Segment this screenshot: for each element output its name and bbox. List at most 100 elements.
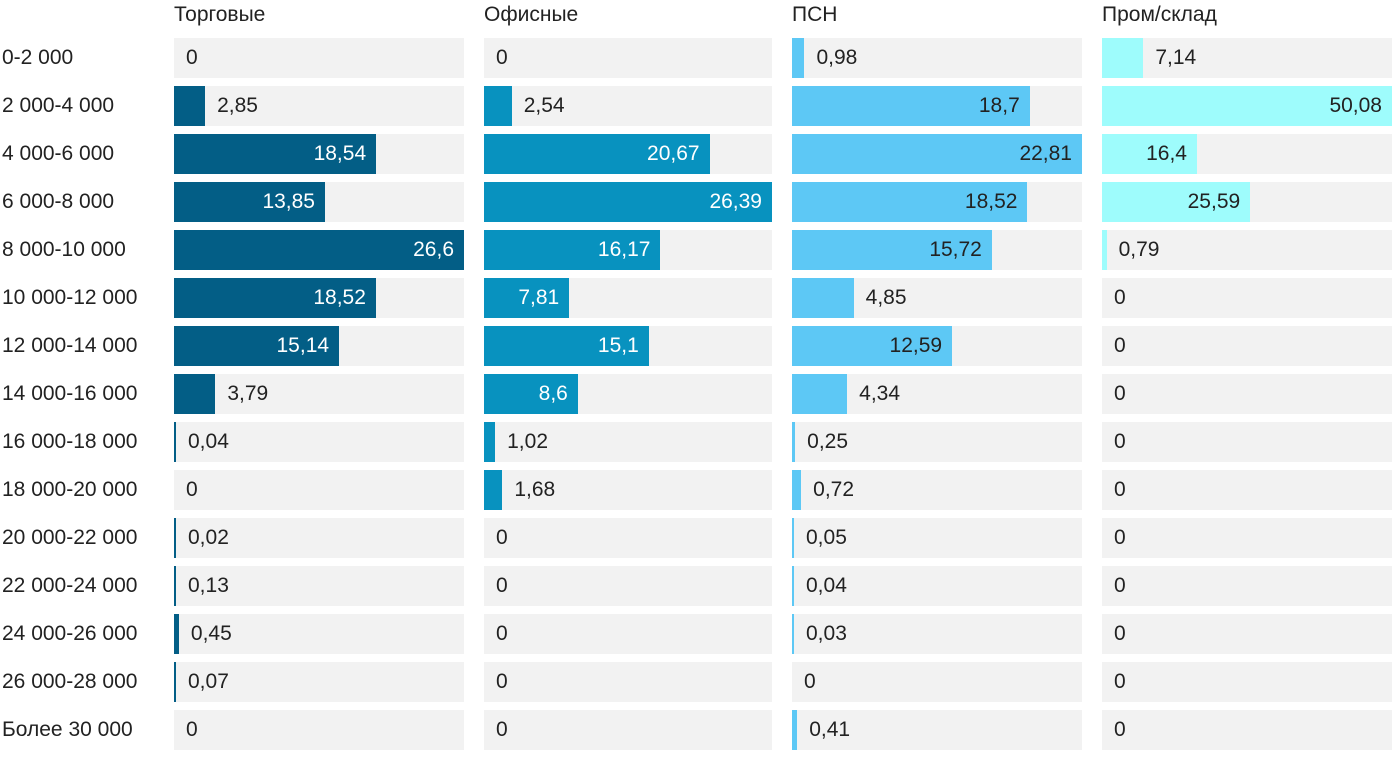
bar — [484, 422, 496, 462]
bar — [484, 230, 661, 270]
bar-track: 3,79 — [174, 374, 464, 414]
bar-track: 20,67 — [484, 134, 772, 174]
bar-track: 0 — [484, 38, 772, 78]
bar — [484, 374, 578, 414]
bar-track: 0 — [1102, 470, 1392, 510]
bar — [174, 374, 216, 414]
bar-value: 0,13 — [188, 574, 229, 597]
bar — [1102, 38, 1144, 78]
bar-track: 0,07 — [174, 662, 464, 702]
bar — [1102, 134, 1197, 174]
bar — [174, 326, 340, 366]
row-label: 14 000-16 000 — [2, 382, 138, 405]
bar-value: 0 — [1114, 478, 1126, 501]
bar-track: 0 — [1102, 422, 1392, 462]
row-label: 12 000-14 000 — [2, 334, 138, 357]
bar — [174, 614, 179, 654]
bar — [484, 278, 570, 318]
bar-track: 0,05 — [792, 518, 1082, 558]
bar-value: 0 — [1114, 334, 1126, 357]
bar — [484, 182, 772, 222]
row-label: 24 000-26 000 — [2, 622, 138, 645]
bar-track: 1,02 — [484, 422, 772, 462]
bar-value: 0 — [186, 478, 198, 501]
bar-value: 0 — [186, 46, 198, 69]
bar-track: 4,85 — [792, 278, 1082, 318]
bar-track: 0,13 — [174, 566, 464, 606]
bar-track: 1,68 — [484, 470, 772, 510]
bar-value: 2,54 — [523, 94, 565, 117]
bar — [484, 86, 512, 126]
bar — [792, 326, 953, 366]
bar-value: 26,6 — [413, 238, 454, 261]
bar-value: 0,25 — [807, 430, 849, 453]
bar-track: 0,02 — [174, 518, 464, 558]
bar-value: 0,98 — [816, 46, 858, 69]
bar-value: 50,08 — [1329, 94, 1382, 117]
row-label: 18 000-20 000 — [2, 478, 138, 501]
bar-track: 0,04 — [792, 566, 1082, 606]
bar-track: 0,98 — [792, 38, 1082, 78]
bar-track: 0 — [1102, 518, 1392, 558]
bar — [174, 662, 176, 702]
bar-value: 26,39 — [709, 190, 762, 213]
bar-value: 0 — [496, 526, 508, 549]
bar — [174, 134, 377, 174]
bar — [174, 422, 176, 462]
bar-track: 0 — [1102, 710, 1392, 750]
bar-value: 0 — [804, 670, 816, 693]
bar-track: 0 — [1102, 614, 1392, 654]
bar — [174, 230, 464, 270]
bar-track: 13,85 — [174, 182, 464, 222]
bar-track: 0 — [484, 710, 772, 750]
bar — [792, 278, 854, 318]
bar-value: 0 — [1114, 286, 1126, 309]
bar-track: 8,6 — [484, 374, 772, 414]
bar-value: 0,41 — [809, 718, 851, 741]
bar-value: 1,68 — [514, 478, 556, 501]
row-label: Более 30 000 — [2, 718, 133, 741]
bar — [792, 182, 1028, 222]
row-label: 10 000-12 000 — [2, 286, 138, 309]
bar-track: 0,25 — [792, 422, 1082, 462]
bar — [792, 38, 805, 78]
bar-track: 18,54 — [174, 134, 464, 174]
bar — [792, 230, 992, 270]
panel-header: Торговые — [174, 3, 266, 26]
bar-value: 0,45 — [190, 622, 232, 645]
bar-value: 15,1 — [597, 334, 639, 357]
bar-track: 0 — [1102, 374, 1392, 414]
bar-track: 0 — [484, 518, 772, 558]
bar-track: 15,72 — [792, 230, 1082, 270]
bar — [484, 470, 503, 510]
bar-track: 4,34 — [792, 374, 1082, 414]
bar-value: 16,17 — [597, 238, 651, 261]
bar-value: 0 — [496, 622, 508, 645]
row-label: 26 000-28 000 — [2, 670, 138, 693]
bar-value: 0 — [186, 718, 198, 741]
row-label: 2 000-4 000 — [2, 94, 115, 117]
bar-track: 2,54 — [484, 86, 772, 126]
bar-value: 0,72 — [813, 478, 855, 501]
bar-track: 18,52 — [792, 182, 1082, 222]
bar-value: 18,52 — [313, 286, 366, 309]
bar-track: 0,79 — [1102, 230, 1392, 270]
bar-value: 4,85 — [865, 286, 907, 309]
bar-track: 0 — [1102, 566, 1392, 606]
bar-value: 0,07 — [188, 670, 229, 693]
bar-value: 0,05 — [806, 526, 847, 549]
bar — [792, 470, 802, 510]
bar-track: 26,6 — [174, 230, 464, 270]
bar-value: 12,59 — [889, 334, 943, 357]
bar-value: 0 — [1114, 670, 1126, 693]
panel-header: Офисные — [484, 3, 579, 26]
bar-value: 15,72 — [929, 238, 982, 261]
bar — [174, 182, 325, 222]
bar-track: 15,1 — [484, 326, 772, 366]
bar-track: 0,45 — [174, 614, 464, 654]
bar-track: 0 — [484, 614, 772, 654]
bar-value: 16,4 — [1146, 142, 1187, 165]
row-label: 20 000-22 000 — [2, 526, 138, 549]
bar — [792, 374, 848, 414]
bar — [484, 134, 710, 174]
